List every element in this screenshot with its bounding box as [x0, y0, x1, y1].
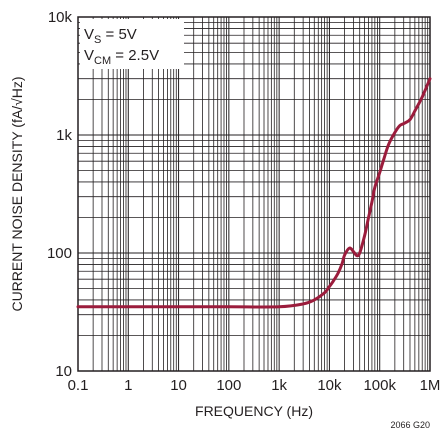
y-tick-label: 10: [55, 363, 72, 380]
x-tick-labels: 0.1 1 10 100 1k 10k 100k 1M: [68, 377, 440, 394]
annotation-vs: VS = 5V: [84, 26, 137, 46]
x-tick-label: 1k: [271, 377, 287, 394]
x-tick-label: 10k: [317, 377, 342, 394]
annotation-vs-main: V: [84, 26, 94, 43]
annotation-vcm-rest: = 2.5V: [111, 47, 159, 64]
annotation-vcm: VCM = 2.5V: [84, 47, 159, 67]
annotation-vcm-main: V: [84, 47, 94, 64]
y-tick-label: 1k: [56, 127, 72, 144]
y-axis-title: CURRENT NOISE DENSITY (fA/√Hz): [9, 76, 25, 311]
grid: [78, 17, 430, 371]
x-tick-label: 0.1: [68, 377, 89, 394]
x-tick-label: 10: [170, 377, 187, 394]
y-tick-label: 10k: [48, 9, 73, 26]
figure-id: 2066 G20: [390, 420, 430, 430]
x-tick-label: 100k: [363, 377, 396, 394]
legend-box: VS = 5V VCM = 2.5V: [80, 19, 184, 69]
series-line: [76, 77, 432, 309]
annotation-vs-rest: = 5V: [101, 26, 136, 43]
annotation-vcm-sub: CM: [94, 55, 111, 67]
y-tick-label: 100: [47, 245, 72, 262]
x-tick-label: 1: [124, 377, 132, 394]
y-tick-labels: 10 100 1k 10k: [47, 9, 73, 380]
x-axis-title: FREQUENCY (Hz): [195, 403, 313, 419]
annotation-vs-sub: S: [94, 34, 101, 46]
plot-frame: [77, 16, 431, 372]
x-tick-label: 100: [216, 377, 241, 394]
x-tick-label: 1M: [420, 377, 440, 394]
annotation-background: [80, 19, 184, 69]
